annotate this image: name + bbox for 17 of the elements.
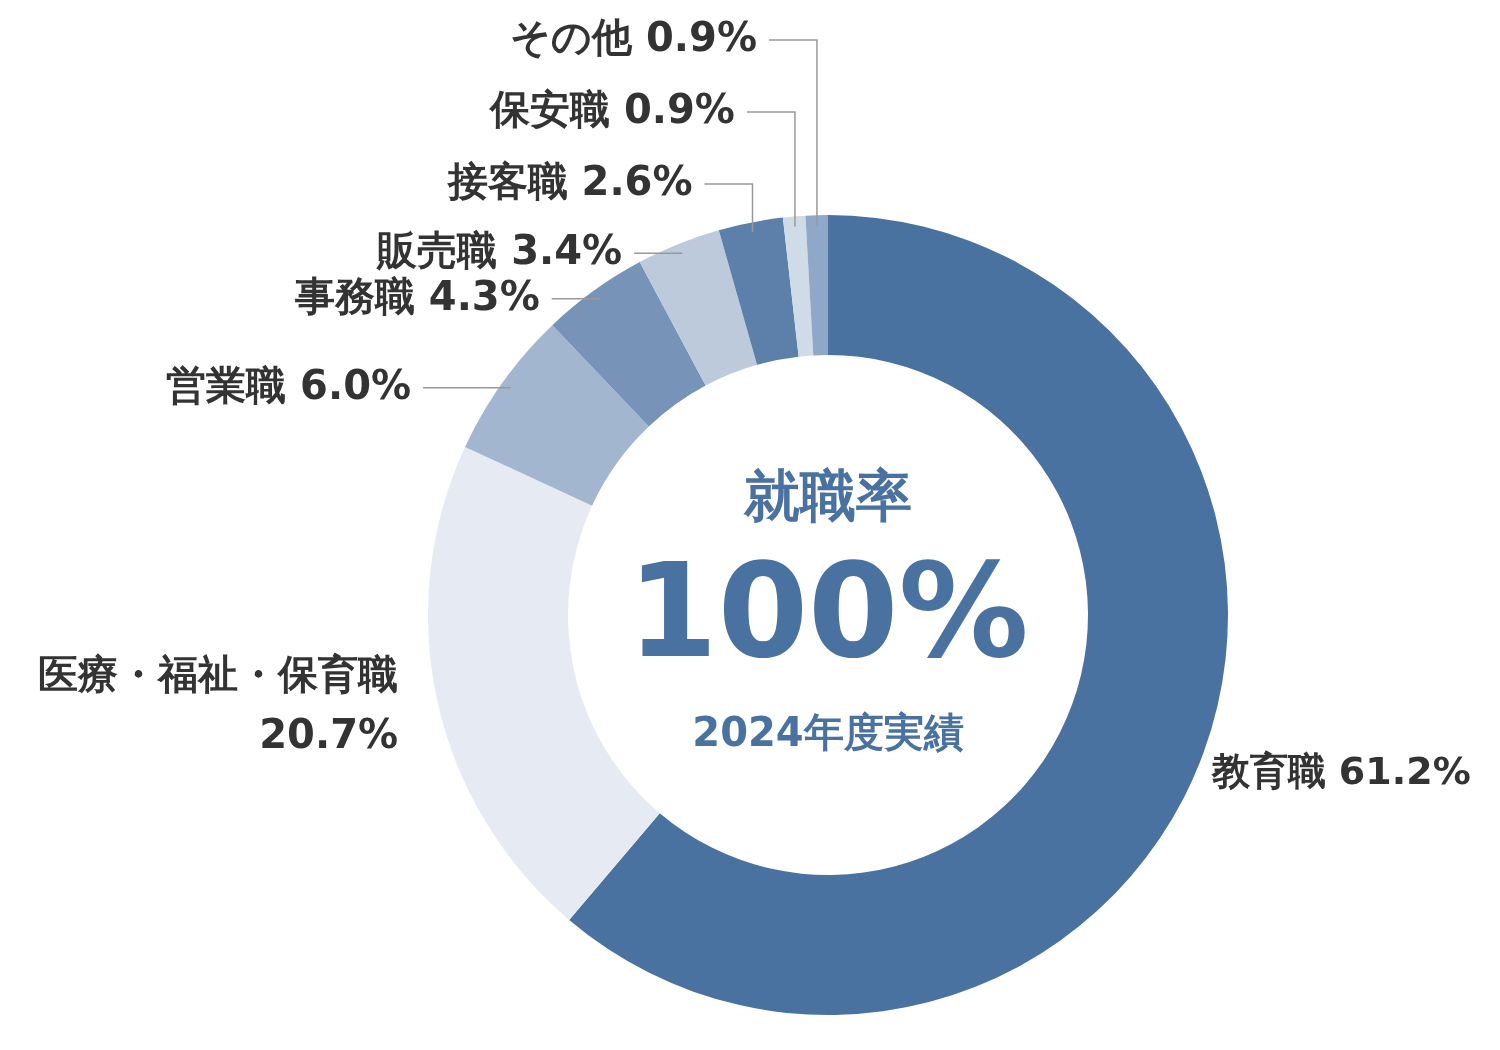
donut-slice <box>805 215 828 356</box>
slice-label: 営業職 6.0% <box>166 361 412 408</box>
slice-label: その他 0.9% <box>510 14 757 60</box>
slice-label: 販売職 3.4% <box>376 227 623 274</box>
slice-label: 事務職 4.3% <box>293 272 540 319</box>
slice-label: 保安職 0.9% <box>488 86 735 132</box>
slice-label: 医療・福祉・保育職 <box>38 651 399 698</box>
donut-slice <box>465 325 649 506</box>
text: 就職率 <box>743 463 912 529</box>
donut-slice <box>639 230 758 386</box>
text: 100% <box>627 534 1029 687</box>
data-label: 20.7% <box>259 711 399 758</box>
slice-label: 教育職 61.2% <box>1210 748 1471 793</box>
donut-slice <box>782 215 814 357</box>
slice-label: 接客職 2.6% <box>445 158 693 204</box>
text: 2024年度実績 <box>692 709 964 755</box>
donut-slice <box>718 217 799 365</box>
